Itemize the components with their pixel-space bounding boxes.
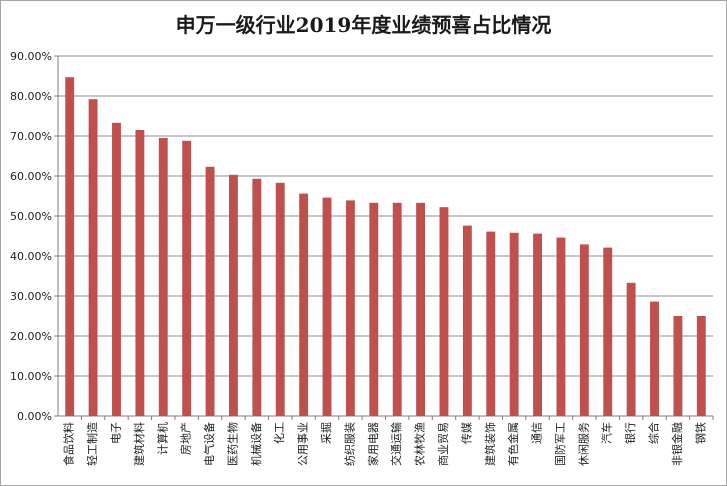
x-category-label: 建筑材料 (132, 422, 146, 466)
x-category-label: 银行 (623, 422, 637, 444)
bar (345, 200, 355, 416)
bar (696, 316, 706, 416)
x-category-label: 公用事业 (297, 422, 310, 466)
chart-title: 申万一级行业2019年度业绩预喜占比情况 (175, 13, 552, 37)
bar (112, 122, 121, 417)
y-tick-label: 40.00% (10, 250, 52, 263)
x-category-label: 交通运输 (389, 422, 403, 466)
bar (252, 178, 262, 416)
x-category-label: 计算机 (155, 422, 169, 455)
x-category-label: 国防军工 (553, 422, 567, 466)
gridlines (58, 55, 713, 377)
x-category-label: 建筑装饰 (483, 422, 497, 466)
x-category-label: 电气设备 (202, 422, 216, 466)
y-tick-label: 80.00% (10, 90, 52, 103)
bars (65, 77, 706, 417)
x-category-label: 食品饮料 (62, 422, 76, 466)
bar (275, 182, 285, 416)
x-category-labels: 食品饮料 轻工制造 电子 建筑材料 计算机 房地产 电气设备 医药生物 机械设备 化工 公用事业 采掘… (62, 422, 708, 466)
bar (416, 202, 426, 416)
bar (650, 301, 659, 416)
x-category-label: 钢铁 (694, 422, 707, 444)
x-category-label: 房地产 (179, 422, 193, 455)
y-tick-label: 70.00% (10, 130, 52, 143)
y-tick-label: 20.00% (10, 330, 52, 343)
x-category-label: 综合 (647, 422, 661, 444)
bar (135, 130, 145, 416)
bar (229, 174, 238, 416)
x-category-label: 电子 (109, 422, 122, 444)
y-tick-label: 10.00% (10, 370, 52, 383)
bar (182, 140, 192, 417)
x-category-label: 轻工制造 (85, 422, 99, 466)
bar (322, 197, 332, 416)
y-tick-label: 50.00% (10, 210, 52, 223)
x-category-label: 通信 (531, 422, 544, 444)
x-category-label: 传媒 (460, 422, 473, 444)
bar (486, 231, 496, 416)
x-category-label: 有色金属 (506, 422, 520, 466)
x-category-label: 纺织服装 (342, 422, 356, 466)
bar (439, 207, 449, 416)
bar (65, 77, 75, 416)
bar (603, 247, 613, 416)
x-category-label: 家用电器 (366, 422, 380, 466)
y-tick-label: 30.00% (10, 290, 52, 303)
bar (158, 138, 168, 416)
bar (369, 202, 379, 416)
bar (299, 193, 309, 416)
bar (205, 166, 215, 416)
bar (533, 233, 542, 416)
bar (626, 282, 636, 416)
x-category-label: 采掘 (319, 422, 333, 444)
bar (88, 99, 98, 416)
x-category-label: 农林牧渔 (413, 422, 427, 466)
x-category-label: 商业贸易 (436, 422, 450, 466)
bar (556, 237, 566, 416)
x-category-label: 汽车 (600, 422, 614, 444)
x-category-label: 机械设备 (249, 422, 263, 466)
bar (509, 232, 519, 416)
bar (462, 225, 472, 416)
y-tick-label: 0.00% (17, 410, 52, 423)
bar (579, 244, 589, 416)
x-category-label: 非银金融 (670, 422, 684, 466)
y-tick-label: 60.00% (10, 170, 52, 183)
x-category-label: 医药生物 (225, 422, 239, 466)
axes (54, 55, 714, 420)
x-category-label: 休闲服务 (576, 422, 590, 466)
y-tick-labels: 0.00% 10.00% 20.00% 30.00% 40.00% 50.00% 60.00… (10, 50, 52, 423)
bar (673, 316, 683, 416)
x-category-label: 化工 (272, 422, 286, 444)
bar (392, 202, 402, 416)
y-tick-label: 90.00% (10, 50, 52, 63)
